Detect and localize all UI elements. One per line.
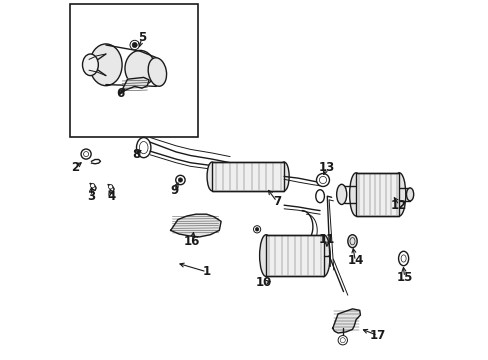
Text: 15: 15 [396, 271, 412, 284]
Ellipse shape [316, 174, 329, 186]
Ellipse shape [347, 235, 356, 248]
Text: 6: 6 [116, 87, 124, 100]
Bar [265, 235, 323, 276]
Text: 14: 14 [346, 255, 363, 267]
Polygon shape [170, 214, 221, 237]
Text: 17: 17 [369, 329, 385, 342]
Ellipse shape [108, 185, 113, 189]
Text: 16: 16 [184, 235, 200, 248]
Ellipse shape [392, 173, 405, 216]
Ellipse shape [317, 235, 329, 276]
Ellipse shape [89, 44, 122, 86]
Ellipse shape [406, 188, 413, 201]
Text: 4: 4 [107, 190, 115, 203]
Bar [212, 162, 284, 191]
Text: 11: 11 [319, 233, 335, 246]
Ellipse shape [255, 228, 258, 231]
Ellipse shape [90, 184, 95, 188]
Text: 1: 1 [202, 265, 210, 278]
Ellipse shape [81, 149, 91, 159]
Ellipse shape [132, 42, 137, 48]
Ellipse shape [175, 175, 185, 185]
Text: 10: 10 [256, 276, 272, 289]
Ellipse shape [336, 184, 346, 204]
Ellipse shape [82, 54, 98, 76]
Ellipse shape [279, 162, 288, 191]
Ellipse shape [337, 336, 347, 345]
Ellipse shape [178, 178, 182, 182]
Text: 7: 7 [272, 195, 281, 208]
Ellipse shape [136, 138, 151, 158]
Ellipse shape [315, 190, 324, 203]
Ellipse shape [148, 58, 166, 86]
Ellipse shape [349, 173, 362, 216]
Bar [355, 173, 399, 216]
Ellipse shape [206, 162, 217, 191]
Polygon shape [332, 309, 360, 333]
Text: 13: 13 [318, 161, 334, 174]
Ellipse shape [259, 235, 272, 276]
Text: 12: 12 [390, 199, 407, 212]
Text: 8: 8 [132, 148, 141, 161]
Text: 5: 5 [138, 31, 146, 44]
Text: 3: 3 [87, 190, 95, 203]
Ellipse shape [253, 226, 260, 233]
Ellipse shape [398, 251, 408, 266]
Polygon shape [120, 77, 149, 94]
Bar [70, 4, 197, 137]
Ellipse shape [130, 40, 139, 50]
Ellipse shape [125, 50, 155, 86]
Text: 2: 2 [71, 161, 79, 174]
Text: 9: 9 [170, 184, 178, 197]
